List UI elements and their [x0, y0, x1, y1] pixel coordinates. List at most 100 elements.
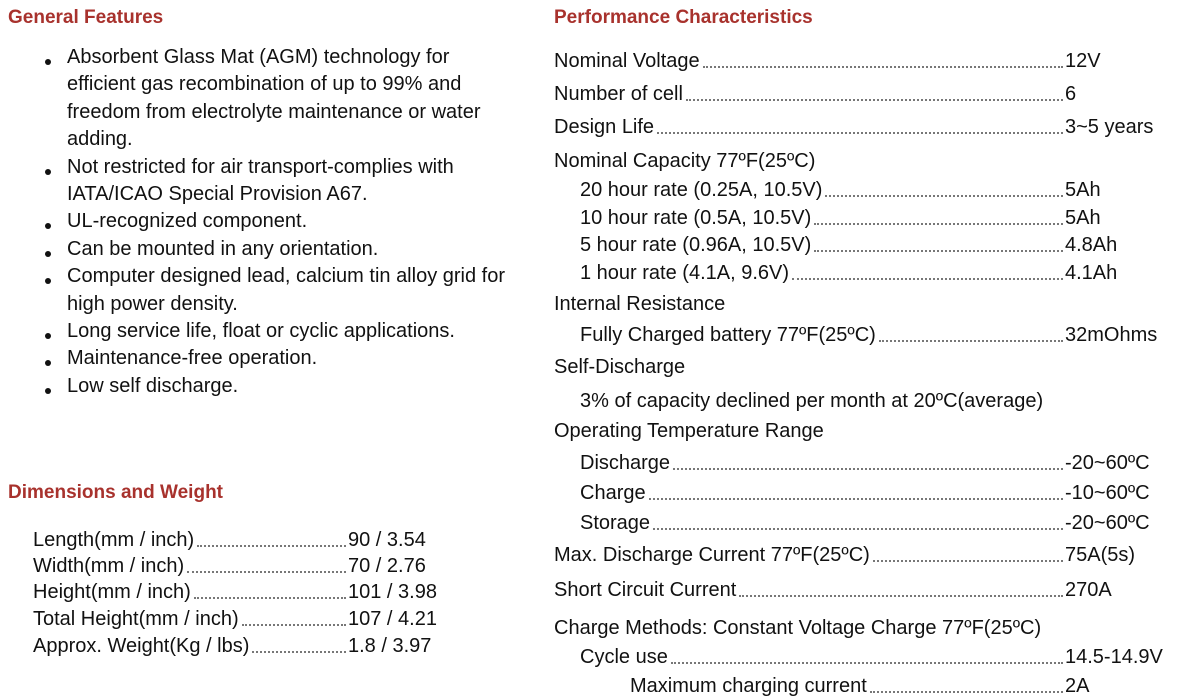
- section-title: Performance Characteristics: [554, 7, 813, 28]
- spec-label: Storage: [580, 512, 651, 534]
- spec-row: 1 hour rate (4.1A, 9.6V) 4.1Ah: [580, 261, 1190, 285]
- spec-label: Charge: [580, 482, 646, 504]
- leader-dots: [685, 98, 1063, 101]
- spec-value: 270A: [1065, 579, 1112, 601]
- spec-value: 4.8Ah: [1065, 234, 1118, 256]
- spec-label: Nominal Capacity 77ºF(25ºC): [554, 150, 816, 172]
- spec-row: 10 hour rate (0.5A, 10.5V) 5Ah: [580, 206, 1190, 230]
- feature-list: Absorbent Glass Mat (AGM) technology for…: [40, 44, 507, 400]
- spec-value: 75A(5s): [1065, 544, 1136, 566]
- spec-label: Approx. Weight(Kg / lbs): [33, 635, 250, 657]
- spec-label: Internal Resistance: [554, 293, 726, 315]
- section-title: General Features: [8, 7, 164, 28]
- spec-value: -20~60ºC: [1065, 512, 1150, 534]
- spec-row: Length(mm / inch) 90 / 3.54: [33, 528, 458, 552]
- spec-row: Fully Charged battery 77ºF(25ºC) 32mOhms: [580, 323, 1190, 347]
- spec-row: Max. Discharge Current 77ºF(25ºC) 75A(5s): [554, 543, 1190, 567]
- spec-label: 1 hour rate (4.1A, 9.6V): [580, 262, 790, 284]
- leader-dots: [648, 497, 1063, 500]
- spec-row: 3% of capacity declined per month at 20º…: [580, 389, 1043, 413]
- spec-value: 1.8 / 3.97: [348, 635, 432, 657]
- leader-dots: [657, 131, 1063, 134]
- spec-label: 10 hour rate (0.5A, 10.5V): [580, 207, 812, 229]
- leader-dots: [872, 559, 1063, 562]
- spec-value: 3~5 years: [1065, 116, 1154, 138]
- spec-row: Cycle use 14.5-14.9V: [580, 645, 1190, 669]
- leader-dots: [792, 277, 1063, 280]
- leader-dots: [193, 596, 346, 599]
- leader-dots: [739, 594, 1063, 597]
- spec-label: Max. Discharge Current 77ºF(25ºC): [554, 544, 870, 566]
- leader-dots: [653, 527, 1063, 530]
- spec-value: 12V: [1065, 50, 1101, 72]
- feature-item: Low self discharge.: [45, 373, 507, 400]
- leader-dots: [869, 690, 1063, 693]
- leader-dots: [197, 544, 346, 547]
- spec-value: 90 / 3.54: [348, 529, 426, 551]
- spec-row: Design Life 3~5 years: [554, 115, 1190, 139]
- spec-label: Number of cell: [554, 83, 683, 105]
- leader-dots: [814, 249, 1063, 252]
- spec-value: 5Ah: [1065, 207, 1101, 229]
- leader-dots: [673, 467, 1063, 470]
- spec-value: -10~60ºC: [1065, 482, 1150, 504]
- spec-label: Charge Methods: Constant Voltage Charge …: [554, 617, 1042, 639]
- spec-label: Fully Charged battery 77ºF(25ºC): [580, 324, 876, 346]
- leader-dots: [187, 570, 346, 573]
- spec-label: Length(mm / inch): [33, 529, 195, 551]
- leader-dots: [252, 650, 346, 653]
- spec-label: 20 hour rate (0.25A, 10.5V): [580, 179, 823, 201]
- feature-item: Absorbent Glass Mat (AGM) technology for…: [45, 44, 507, 154]
- feature-item: Can be mounted in any orientation.: [45, 236, 507, 263]
- leader-dots: [814, 222, 1063, 225]
- section-title: Dimensions and Weight: [8, 482, 224, 503]
- spec-row: Number of cell 6: [554, 82, 1190, 106]
- spec-value: 6: [1065, 83, 1077, 105]
- feature-item: Maintenance-free operation.: [45, 345, 507, 372]
- spec-value: 107 / 4.21: [348, 608, 437, 630]
- spec-value: 4.1Ah: [1065, 262, 1118, 284]
- feature-item: UL-recognized component.: [45, 208, 507, 235]
- feature-item: Not restricted for air transport-complie…: [45, 154, 507, 209]
- spec-label: Width(mm / inch): [33, 555, 185, 577]
- spec-label: 3% of capacity declined per month at 20º…: [580, 390, 1044, 412]
- feature-item: Computer designed lead, calcium tin allo…: [45, 263, 507, 318]
- spec-row: Width(mm / inch) 70 / 2.76: [33, 554, 458, 578]
- leader-dots: [878, 339, 1063, 342]
- spec-row: Internal Resistance: [554, 292, 725, 316]
- spec-label: Short Circuit Current: [554, 579, 737, 601]
- spec-label: Height(mm / inch): [33, 581, 191, 603]
- spec-label: Cycle use: [580, 646, 668, 668]
- spec-value: 5Ah: [1065, 179, 1101, 201]
- leader-dots: [670, 661, 1063, 664]
- spec-row: Total Height(mm / inch) 107 / 4.21: [33, 607, 458, 631]
- spec-value: 32mOhms: [1065, 324, 1158, 346]
- spec-row: Charge -10~60ºC: [580, 481, 1190, 505]
- spec-value: 2A: [1065, 675, 1090, 697]
- leader-dots: [241, 623, 346, 626]
- spec-row: Nominal Capacity 77ºF(25ºC): [554, 149, 815, 173]
- spec-row: Operating Temperature Range: [554, 419, 824, 443]
- spec-value: 101 / 3.98: [348, 581, 437, 603]
- spec-row: Storage -20~60ºC: [580, 511, 1190, 535]
- spec-row: Discharge -20~60ºC: [580, 451, 1190, 475]
- spec-label: Self-Discharge: [554, 356, 686, 378]
- spec-row: Charge Methods: Constant Voltage Charge …: [554, 616, 1041, 640]
- spec-row: Height(mm / inch) 101 / 3.98: [33, 580, 458, 604]
- spec-label: Discharge: [580, 452, 671, 474]
- spec-value: 14.5-14.9V: [1065, 646, 1163, 668]
- spec-label: Nominal Voltage: [554, 50, 700, 72]
- spec-value: -20~60ºC: [1065, 452, 1150, 474]
- spec-label: Design Life: [554, 116, 655, 138]
- feature-item: Long service life, float or cyclic appli…: [45, 318, 507, 345]
- spec-label: Maximum charging current: [630, 675, 867, 697]
- spec-row: Approx. Weight(Kg / lbs) 1.8 / 3.97: [33, 634, 458, 658]
- spec-row: Short Circuit Current 270A: [554, 578, 1190, 602]
- spec-row: Self-Discharge: [554, 355, 685, 379]
- spec-label: Operating Temperature Range: [554, 420, 824, 442]
- spec-row: 5 hour rate (0.96A, 10.5V) 4.8Ah: [580, 233, 1190, 257]
- leader-dots: [825, 194, 1063, 197]
- spec-row: Maximum charging current 2A: [630, 674, 1190, 698]
- spec-label: 5 hour rate (0.96A, 10.5V): [580, 234, 812, 256]
